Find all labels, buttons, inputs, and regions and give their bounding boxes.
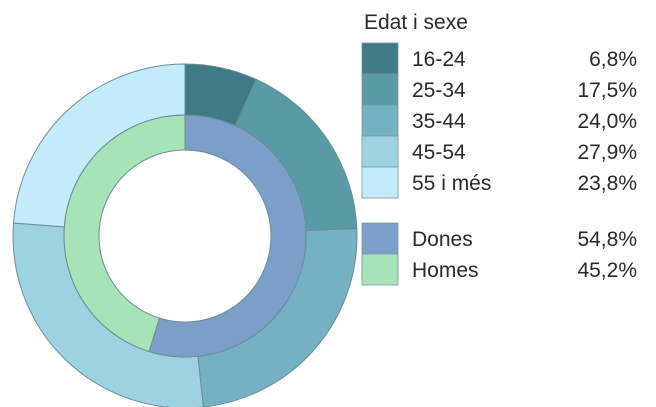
legend-value-45-54: 27,9% (577, 141, 637, 164)
legend-label-25-34: 25-34 (412, 79, 466, 102)
legend-value-homes: 45,2% (577, 259, 637, 282)
legend-value-35-44: 24,0% (577, 110, 637, 133)
legend-swatch-dones (361, 222, 399, 255)
legend-label-45-54: 45-54 (412, 141, 466, 164)
legend-label-16-24: 16-24 (412, 48, 466, 71)
legend-label-35-44: 35-44 (412, 110, 466, 133)
legend-swatch-25-34 (361, 73, 399, 106)
legend: Edat i sexe 16-24 6,8% 25-34 17,5% 35-44 24,0… (361, 11, 637, 286)
legend-label-dones: Dones (412, 228, 473, 251)
legend-value-16-24: 6,8% (589, 48, 637, 71)
legend-swatch-homes (361, 253, 399, 286)
legend-label-homes: Homes (412, 259, 479, 282)
legend-swatch-16-24 (361, 42, 399, 75)
legend-label-55-i-m-s: 55 i més (412, 172, 491, 195)
inner-ring-slice-dones (148, 114, 307, 358)
donut-rings (12, 63, 358, 407)
legend-swatch-35-44 (361, 104, 399, 137)
legend-items: 16-24 6,8% 25-34 17,5% 35-44 24,0% 45-54 27,9% 5… (361, 42, 637, 286)
legend-value-55-i-m-s: 23,8% (577, 172, 637, 195)
legend-swatch-55-i-m-s (361, 166, 399, 199)
legend-value-dones: 54,8% (577, 228, 637, 251)
legend-title: Edat i sexe (364, 11, 468, 34)
inner-ring-slice-homes (63, 114, 186, 353)
legend-value-25-34: 17,5% (577, 79, 637, 102)
legend-swatch-45-54 (361, 135, 399, 168)
